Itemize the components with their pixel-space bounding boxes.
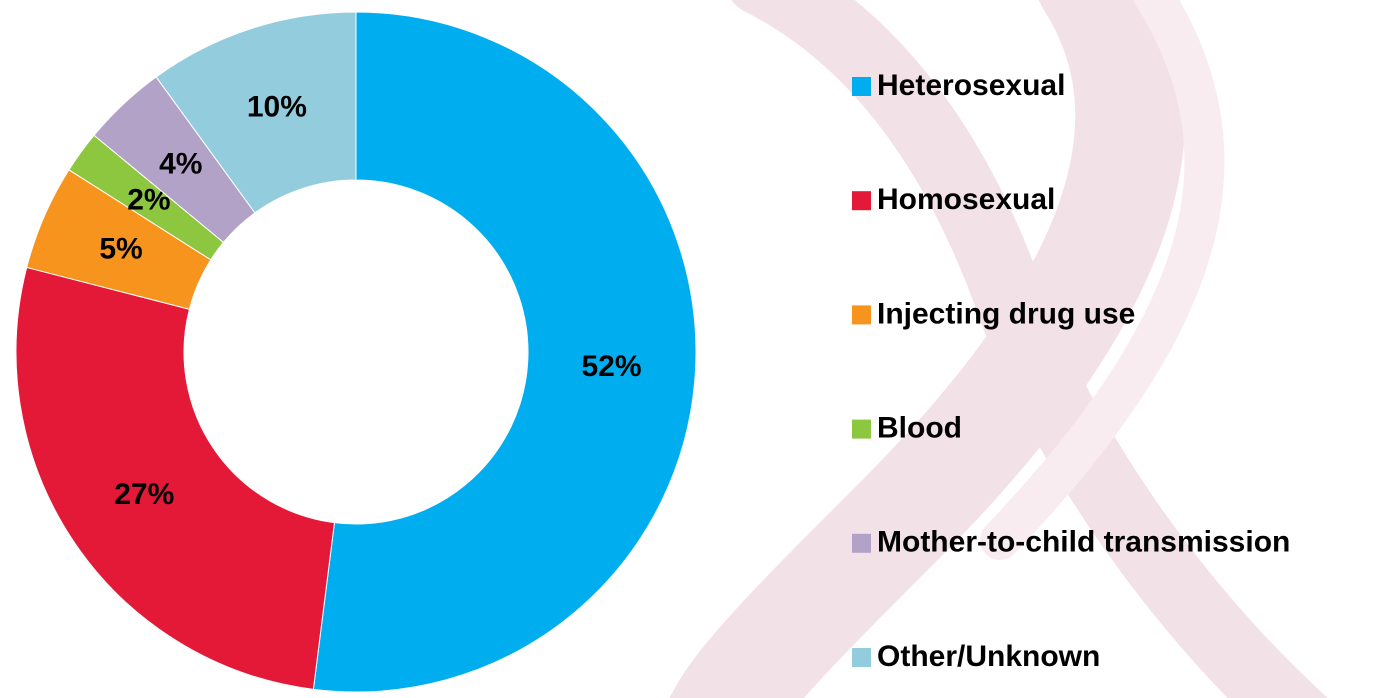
legend-label: Injecting drug use: [877, 297, 1135, 330]
legend-label: Homosexual: [877, 183, 1055, 216]
donut-slice: [16, 267, 334, 689]
value-label: 5%: [99, 232, 142, 265]
value-label: 4%: [159, 147, 202, 180]
legend-swatch: [852, 305, 871, 324]
legend-label: Mother-to-child transmission: [877, 526, 1290, 559]
legend-label: Other/Unknown: [877, 640, 1100, 673]
donut: 52%27%5%2%4%10%: [16, 12, 696, 692]
chart: 52%27%5%2%4%10% HeterosexualHomosexualIn…: [0, 0, 1388, 698]
legend-swatch: [852, 648, 871, 667]
legend-swatch: [852, 77, 871, 96]
legend-swatch: [852, 420, 871, 439]
legend-swatch: [852, 534, 871, 553]
legend-label: Heterosexual: [877, 69, 1065, 102]
value-label: 52%: [581, 350, 641, 383]
legend-label: Blood: [877, 412, 962, 445]
legend-swatch: [852, 191, 871, 210]
value-label: 10%: [247, 90, 307, 123]
background-ribbon: [720, 0, 1300, 698]
value-label: 27%: [114, 478, 174, 511]
